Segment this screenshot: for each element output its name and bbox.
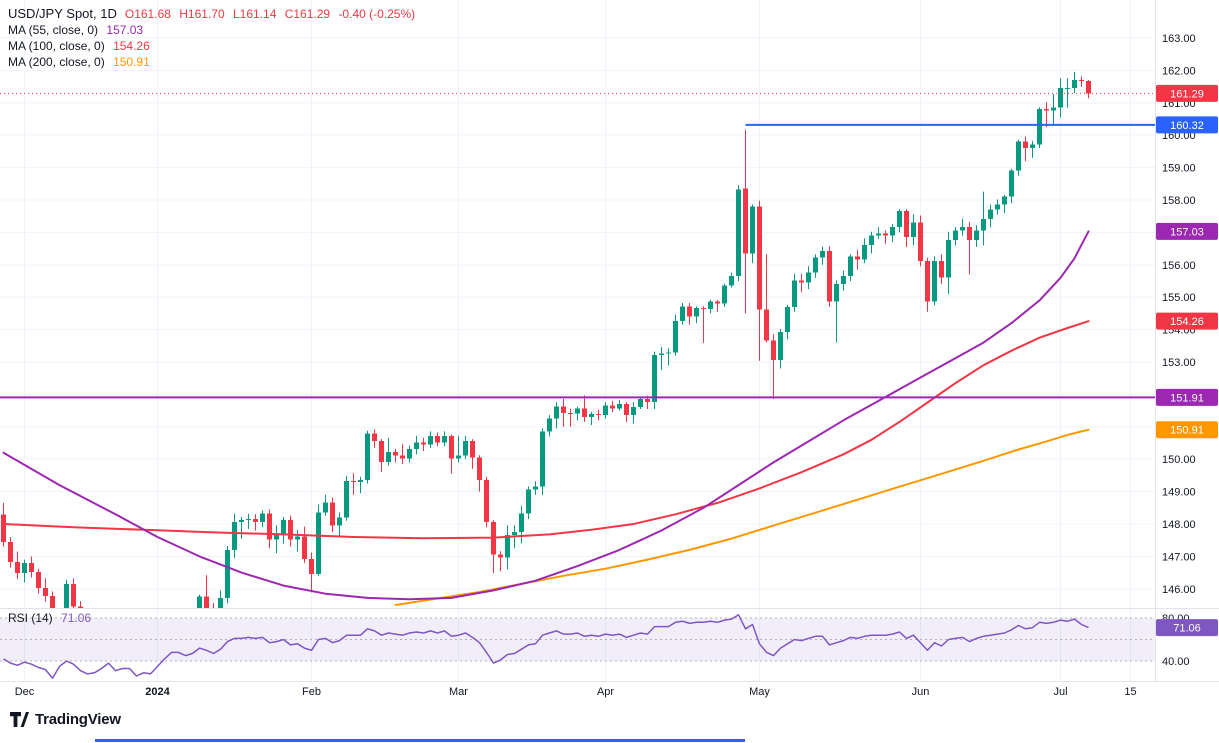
- ma-lines: [2, 230, 1090, 606]
- ma200-label: MA (200, close, 0): [8, 55, 105, 69]
- svg-text:151.91: 151.91: [1170, 392, 1204, 404]
- svg-text:150.00: 150.00: [1162, 454, 1196, 466]
- price-badge: 150.91: [1156, 421, 1218, 439]
- grid-lines: [0, 0, 1155, 681]
- candles-layer: [1, 71, 1091, 608]
- ma55-label: MA (55, close, 0): [8, 23, 99, 37]
- symbol-title[interactable]: USD/JPY Spot, 1D: [8, 6, 117, 21]
- svg-text:150.91: 150.91: [1170, 425, 1204, 437]
- svg-text:Jun: Jun: [912, 686, 930, 698]
- svg-text:40.00: 40.00: [1162, 656, 1190, 668]
- svg-text:Jul: Jul: [1053, 686, 1067, 698]
- price-badge: 154.26: [1156, 312, 1218, 330]
- separators: [0, 0, 1219, 682]
- rsi-legend: RSI (14) 71.06: [8, 611, 91, 625]
- svg-text:149.00: 149.00: [1162, 487, 1196, 499]
- svg-text:147.00: 147.00: [1162, 551, 1196, 563]
- ma100-label: MA (100, close, 0): [8, 39, 105, 53]
- ohlc-open: O161.68: [124, 7, 171, 21]
- svg-text:157.03: 157.03: [1170, 226, 1204, 238]
- level-lines[interactable]: [0, 92, 1155, 399]
- ohlc-low: L161.14: [232, 7, 277, 21]
- rsi-badge: 71.06: [1156, 619, 1218, 637]
- svg-text:146.00: 146.00: [1162, 584, 1196, 596]
- ma100-value: 154.26: [113, 39, 150, 53]
- ohlc-values: O161.68 H161.70 L161.14 C161.29 -0.40 (-…: [125, 7, 420, 21]
- price-badge: 157.03: [1156, 222, 1218, 240]
- ma100-legend-row: MA (100, close, 0) 154.26: [8, 39, 420, 53]
- symbol-legend-row: USD/JPY Spot, 1D O161.68 H161.70 L161.14…: [8, 6, 420, 21]
- ohlc-close: C161.29: [284, 7, 331, 21]
- rsi-band: [0, 617, 1155, 662]
- ohlc-high: H161.70: [179, 7, 225, 21]
- time-axis-labels[interactable]: Dec 2024 Feb Mar Apr May Jun Jul 15: [15, 686, 1137, 698]
- ma100-line[interactable]: [2, 320, 1090, 540]
- svg-text:Dec: Dec: [15, 686, 35, 698]
- bottom-scrollbar[interactable]: [95, 739, 745, 742]
- svg-text:160.32: 160.32: [1170, 120, 1204, 132]
- ohlc-change: -0.40 (-0.25%): [338, 7, 416, 21]
- rsi-label: RSI (14): [8, 611, 53, 625]
- svg-text:154.26: 154.26: [1170, 316, 1204, 328]
- ma55-value: 157.03: [106, 23, 144, 37]
- price-axis-badges: 161.29 160.32 157.03 154.26 151.91 150.91 71.0…: [1156, 84, 1218, 637]
- ma200-line[interactable]: [394, 428, 1090, 606]
- svg-text:Feb: Feb: [302, 686, 321, 698]
- svg-text:71.06: 71.06: [1173, 623, 1201, 635]
- ma55-line[interactable]: [2, 230, 1090, 601]
- svg-text:156.00: 156.00: [1162, 260, 1196, 272]
- svg-text:162.00: 162.00: [1162, 65, 1196, 77]
- rsi-layer: [3, 614, 1089, 679]
- chart-legend: USD/JPY Spot, 1D O161.68 H161.70 L161.14…: [8, 6, 420, 69]
- svg-text:161.29: 161.29: [1170, 88, 1204, 100]
- svg-text:158.00: 158.00: [1162, 195, 1196, 207]
- ma200-value: 150.91: [113, 55, 150, 69]
- price-badge: 161.29: [1156, 84, 1218, 102]
- svg-text:159.00: 159.00: [1162, 163, 1196, 175]
- svg-text:153.00: 153.00: [1162, 357, 1196, 369]
- svg-text:May: May: [749, 686, 770, 698]
- svg-text:15: 15: [1124, 686, 1136, 698]
- svg-text:Apr: Apr: [597, 686, 614, 698]
- svg-text:163.00: 163.00: [1162, 33, 1196, 45]
- ma200-legend-row: MA (200, close, 0) 150.91: [8, 55, 420, 69]
- ma55-legend-row: MA (55, close, 0) 157.03: [8, 23, 420, 37]
- rsi-line: [3, 614, 1089, 679]
- tradingview-brand-text: TradingView: [35, 711, 121, 728]
- price-badge: 160.32: [1156, 116, 1218, 134]
- svg-text:2024: 2024: [145, 686, 170, 698]
- svg-text:Mar: Mar: [449, 686, 468, 698]
- price-badge: 151.91: [1156, 388, 1218, 406]
- svg-text:155.00: 155.00: [1162, 292, 1196, 304]
- rsi-value: 71.06: [61, 611, 92, 625]
- tradingview-logo-icon: [10, 712, 29, 727]
- tradingview-logo[interactable]: TradingView: [10, 711, 121, 728]
- svg-text:148.00: 148.00: [1162, 519, 1196, 531]
